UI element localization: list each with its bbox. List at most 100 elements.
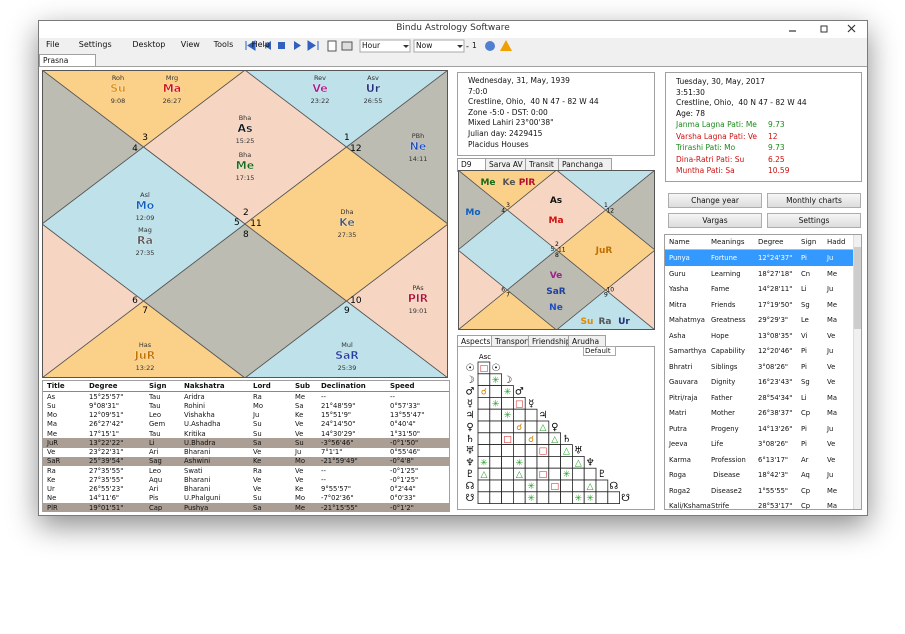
table-cell: 12°24'37" [758,254,793,262]
table-cell: Li [801,393,807,402]
table-cell: Ma [827,502,838,510]
table-row[interactable] [665,498,853,509]
house-number: 10 [606,287,614,294]
table-cell: Ra [47,466,56,475]
table-cell: 12°09'51" [89,411,124,419]
aspect-cell [489,408,502,422]
step-value[interactable]: 1 [472,41,477,50]
aspect-cell [489,420,502,434]
planet: Ve [550,271,563,281]
table-cell: Su [47,401,56,410]
planet-degree: 26:27 [163,97,182,105]
button[interactable]: Vargas [668,213,762,228]
table-cell: 3°08'26" [758,440,789,448]
planet-degree: 15:25 [236,137,255,145]
menu-item[interactable]: File [46,40,60,49]
table-cell: Aqu [149,475,163,484]
table-cell: 21°48'59" [321,401,356,410]
planet-glyph: ♆ [466,457,475,468]
menu-item[interactable]: Tools [213,40,234,49]
table-cell: Li [149,438,155,447]
table-cell: Swati [184,466,203,475]
table-cell: Punya [669,254,690,262]
table-cell: 18°27'18" [758,269,793,278]
table-cell: 0°40'4" [390,420,416,429]
pati-label: Janma Lagna Pati: Me [676,120,757,130]
planet-glyph: ♃ [539,410,548,421]
table-cell: Father [711,393,733,402]
planet-degree: 9:08 [111,97,126,105]
aspect-cell [524,467,538,481]
menu-item[interactable]: Settings [78,40,112,49]
aspect-mode[interactable]: Default [583,346,616,356]
table-cell: 9°55'57" [321,485,352,493]
aspect-symbol: ✳ [575,494,583,504]
aspect-symbol: □ [539,470,548,480]
planet-glyph: ♀ [551,422,558,433]
planet-degree: 12:09 [136,214,155,222]
aspect-cell [477,444,491,457]
aspect-cell [536,479,550,493]
table-cell: 27°35'55" [89,466,124,475]
table-cell: U.Bhadra [184,438,216,447]
aspect-symbol: □ [550,482,559,492]
table-cell: Bhratri [669,362,693,371]
planet: As [550,196,562,206]
table-cell: -0°1'25" [390,475,419,484]
restore[interactable] [820,25,828,33]
table-cell: Ma [47,420,58,429]
table-cell: Cp [801,502,811,510]
table-cell: Pi [801,424,807,433]
planet-glyph: ☊ [609,481,618,492]
window-controls[interactable] [780,21,867,37]
prasna-tab[interactable]: Prasna [39,54,96,66]
planet: Su [110,82,126,95]
info-line: Crestline, Ohio, 40 N 47 - 82 W 44 [676,98,807,108]
table-cell: Ke [253,457,262,466]
aspect-cell [524,456,538,469]
table-cell: Leo [149,466,162,475]
table-cell: SaR [47,457,61,466]
table-cell: -- [390,392,395,401]
button[interactable]: Monthly charts [767,193,861,208]
table-cell: -0°1'2" [390,503,414,512]
button[interactable]: Settings [767,213,861,228]
close[interactable] [847,24,856,33]
planet-glyph: ♆ [586,457,595,468]
house-number: 5 [551,246,555,253]
menu-item[interactable]: View [180,40,200,49]
button[interactable]: Change year [668,193,762,208]
aspect-cell [536,456,550,469]
aspect-symbol: △ [551,435,558,445]
table-cell: 23°22'31" [89,448,124,456]
table-cell: Sg [801,300,810,309]
planet-glyph: ☊ [466,481,475,492]
menu-item[interactable]: Desktop [132,40,166,49]
column-header: Lord [253,382,271,390]
period-combo[interactable]: Hour [362,41,381,50]
pati-row: Dina-Ratri Pati: Su 6.25 [676,154,851,165]
menu-item[interactable]: Help [251,40,270,49]
scroll-thumb[interactable] [854,247,861,329]
table-cell: Cap [149,503,163,512]
table-cell: Dignity [711,378,736,386]
house-number: 5 [234,218,240,228]
house-number: 6 [132,296,138,306]
aspect-symbol: □ [515,399,524,409]
time-combo[interactable]: Now [416,41,433,50]
planet-glyph: ♃ [466,410,475,421]
table-cell: Sa [253,438,262,447]
planet-degree: 14:11 [409,155,428,163]
toolbar-icons[interactable]: - [244,39,519,53]
table-cell: Yasha [669,285,689,293]
aspect-cell [477,397,491,410]
table-cell: 13°08'35" [758,331,793,340]
pati-value: 12 [768,131,778,141]
scrollbar[interactable] [853,235,861,509]
table-cell: Ju [827,254,834,262]
table-cell: Ari [149,485,159,493]
table-cell: Roga2 [669,486,691,495]
nakshatra: Asv [367,74,379,82]
aspect-symbol: ✳ [563,470,571,480]
aspect-cell [513,432,526,446]
